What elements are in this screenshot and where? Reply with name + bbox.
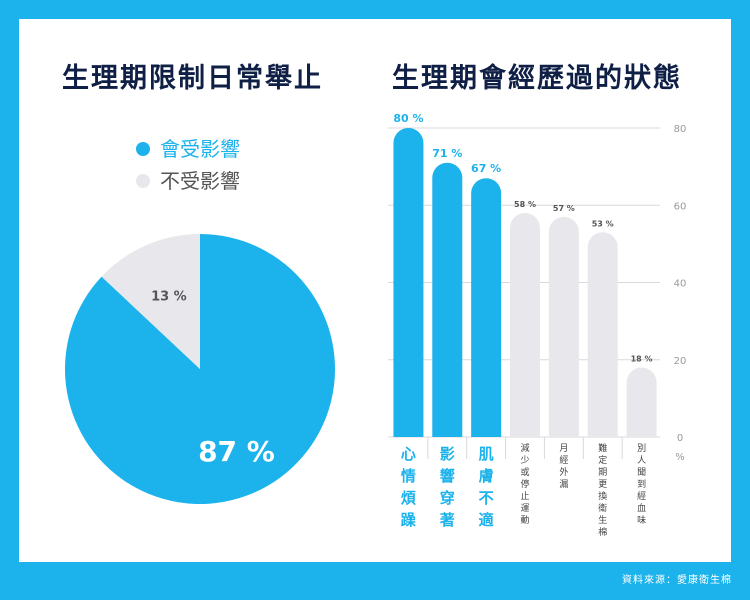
source-note: 資料來源：愛康衛生棉	[622, 575, 732, 586]
x-category-label-4: 減少或停止運動	[520, 442, 529, 526]
legend-swatch-affected	[136, 141, 150, 156]
bar-6	[587, 232, 618, 437]
y-tick-label-40: 40	[674, 279, 687, 290]
bar-1	[393, 128, 424, 437]
bar-4	[510, 212, 540, 437]
legend-item-unaffected: 不受影響	[136, 165, 240, 194]
legend-item-affected: 會受影響	[136, 133, 240, 162]
y-tick-label-80: 80	[674, 124, 687, 135]
x-category-label-7: 別人聞到經血味	[637, 443, 646, 526]
bar-value-label-5: 57 %	[553, 204, 575, 213]
legend-label-affected: 會受影響	[160, 137, 240, 161]
bar-3	[471, 178, 502, 437]
pie-slice-unaffected	[101, 234, 200, 369]
bar-7	[626, 367, 657, 437]
x-category-label-6: 難定期更換衛生棉	[598, 442, 607, 538]
y-tick-label-60: 60	[674, 201, 687, 212]
legend-label-unaffected: 不受影響	[160, 169, 240, 193]
bar-value-label-4: 58 %	[514, 200, 536, 209]
bar-value-label-1: 80 %	[393, 112, 423, 125]
y-unit-label: %	[675, 452, 685, 463]
y-tick-label-0: 0	[677, 433, 683, 444]
bar-chart-title: 生理期會經歷過的狀態	[392, 63, 682, 94]
pie-label-affected: 87 %	[198, 435, 275, 468]
legend-swatch-unaffected	[136, 173, 150, 188]
bar-value-label-6: 53 %	[592, 219, 614, 228]
bar-value-label-7: 18 %	[631, 354, 653, 363]
bar-2	[432, 162, 463, 437]
x-category-label-1: 心情煩躁	[401, 445, 417, 529]
pie-label-unaffected: 13 %	[151, 290, 187, 305]
x-category-label-2: 影響穿著	[439, 445, 455, 529]
bar-5	[548, 216, 579, 437]
pie-slice-affected	[64, 234, 335, 504]
pie-chart-title: 生理期限制日常舉止	[62, 63, 323, 94]
x-category-label-5: 月經外漏	[559, 443, 568, 490]
x-category-label-3: 肌膚不適	[479, 445, 494, 529]
bar-value-label-3: 67 %	[471, 162, 501, 175]
bar-value-label-2: 71 %	[432, 147, 462, 160]
y-tick-label-20: 20	[674, 356, 687, 367]
